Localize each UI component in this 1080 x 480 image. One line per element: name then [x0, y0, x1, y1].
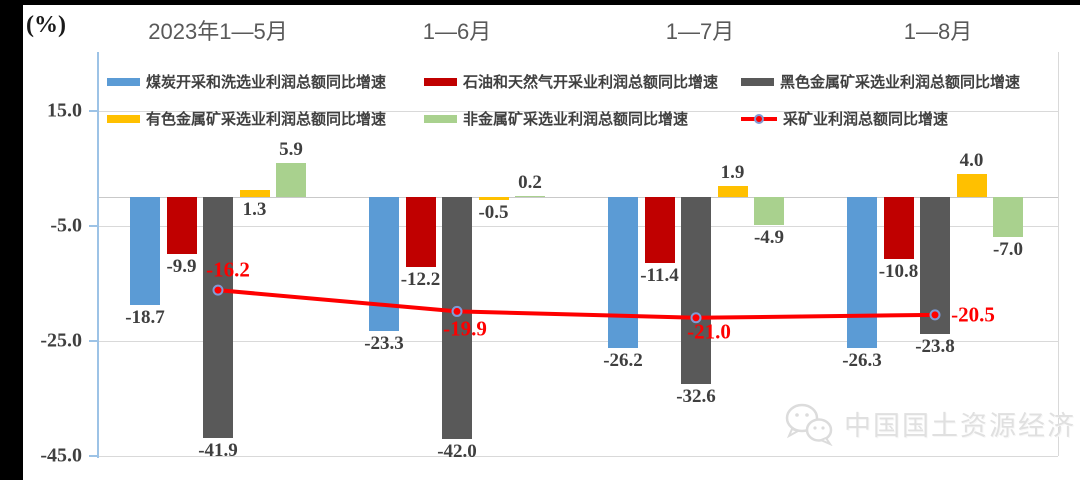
y-tick-minus25: [89, 340, 98, 342]
bar-value-series2-group0: -41.9: [198, 439, 238, 461]
bar-series3-group1: [478, 197, 509, 200]
bar-value-series4-group2: -4.9: [753, 227, 785, 249]
bar-value-series1-group3: -10.8: [878, 261, 919, 283]
bar-series4-group3: [993, 197, 1023, 238]
line-value-group2: -21.0: [687, 319, 731, 344]
category-label-3: 1—7月: [665, 19, 735, 44]
bar-value-series4-group0: 5.9: [279, 139, 303, 161]
legend-item-ferrous: 黑色金属矿采选业利润总额同比增速: [741, 71, 1020, 92]
bar-series3-group3: [956, 174, 987, 197]
bar-value-series0-group3: -26.3: [842, 350, 882, 372]
bar-series2-group2: [681, 197, 711, 385]
bar-value-series2-group2: -32.6: [676, 386, 716, 408]
y-axis-label-minus5: -5.0: [50, 214, 82, 237]
y-axis-label-15: 15.0: [47, 99, 82, 122]
category-label-2: 1—6月: [422, 19, 492, 44]
bar-series1-group3: [883, 197, 914, 260]
legend-label-nonferrous: 有色金属矿采选业利润总额同比增速: [146, 111, 387, 128]
bar-series2-group0: [203, 197, 233, 438]
legend-item-oil-gas: 石油和天然气开采业利润总额同比增速: [424, 71, 718, 92]
bar-series1-group0: [166, 197, 197, 254]
bar-series0-group3: [847, 197, 877, 349]
category-label-4: 1—8月: [903, 19, 973, 44]
y-axis-unit-label: (%): [26, 12, 66, 38]
line-value-group1: -19.9: [443, 316, 487, 341]
watermark-text: 中国国土资源经济: [844, 410, 1076, 441]
gridline-minus25: [97, 341, 1058, 342]
bar-series1-group2: [644, 197, 675, 263]
legend-swatch-coal: [107, 77, 140, 86]
gridline-15: [97, 111, 1058, 112]
bar-series4-group0: [276, 163, 306, 197]
legend-swatch-oil-gas: [424, 77, 457, 86]
bar-series0-group2: [608, 197, 638, 348]
bar-value-series3-group0: 1.3: [242, 199, 267, 220]
top-black-border: [0, 0, 1080, 5]
gridline-minus5: [97, 226, 1058, 227]
gridline-minus45: [97, 456, 1058, 457]
bar-value-series1-group0: -9.9: [166, 255, 197, 277]
plot-right-border: [1058, 52, 1059, 456]
legend-label-coal: 煤炭开采和洗选业利润总额同比增速: [146, 74, 387, 91]
bar-value-series0-group1: -23.3: [364, 332, 404, 354]
legend-item-nonmetal: 非金属矿采选业利润总额同比增速: [424, 108, 688, 129]
bar-value-series4-group3: -7.0: [992, 239, 1024, 261]
bar-value-series3-group2: 1.9: [720, 162, 745, 184]
y-tick-15: [89, 110, 98, 112]
legend-swatch-nonferrous: [107, 114, 140, 123]
legend-item-nonferrous: 有色金属矿采选业利润总额同比增速: [107, 108, 386, 129]
legend-item-mining-total: 采矿业利润总额同比增速: [741, 108, 948, 129]
y-tick-minus5: [89, 225, 98, 227]
watermark: 中国国土资源经济: [782, 400, 1076, 446]
legend-line-marker-icon: [741, 113, 777, 125]
legend-label-ferrous: 黑色金属矿采选业利润总额同比增速: [780, 74, 1021, 91]
bar-value-series1-group2: -11.4: [640, 264, 679, 286]
bar-value-series4-group1: 0.2: [518, 171, 542, 193]
bar-series1-group1: [405, 197, 436, 268]
bar-series0-group0: [130, 197, 160, 305]
legend-label-mining-total: 采矿业利润总额同比增速: [783, 111, 949, 128]
y-axis-line: [97, 52, 99, 458]
y-axis-label-minus25: -25.0: [40, 329, 82, 352]
bar-series2-group3: [920, 197, 950, 334]
legend-label-nonmetal: 非金属矿采选业利润总额同比增速: [463, 111, 689, 128]
bar-series3-group2: [717, 186, 748, 197]
bar-series3-group0: [239, 189, 270, 197]
line-value-group3: -20.5: [951, 302, 995, 327]
wechat-icon: [785, 403, 833, 446]
legend-item-coal: 煤炭开采和洗选业利润总额同比增速: [107, 71, 386, 92]
legend-swatch-ferrous: [741, 77, 774, 86]
bar-series4-group1: [515, 195, 545, 197]
legend-swatch-nonmetal: [424, 114, 457, 123]
mining-trend-line: [217, 288, 936, 320]
bar-value-series0-group0: -18.7: [125, 306, 165, 328]
bar-series4-group2: [754, 197, 784, 226]
y-tick-minus45: [89, 455, 98, 457]
bar-value-series3-group3: 4.0: [959, 150, 984, 171]
bar-value-series0-group2: -26.2: [603, 349, 643, 371]
y-axis-label-minus45: -45.0: [40, 444, 82, 467]
category-label-1: 2023年1—5月: [148, 19, 288, 44]
bar-value-series3-group1: -0.5: [478, 201, 509, 223]
legend-label-oil-gas: 石油和天然气开采业利润总额同比增速: [463, 74, 719, 91]
bar-value-series1-group1: -12.2: [400, 269, 441, 291]
bar-value-series2-group3: -23.8: [915, 335, 955, 357]
legend-line-dot: [754, 113, 764, 124]
bar-value-series2-group1: -42.0: [437, 440, 477, 462]
left-black-border: [0, 0, 23, 480]
bar-series0-group1: [369, 197, 399, 331]
line-value-group0: -16.2: [206, 257, 250, 282]
gridline-zero: [97, 197, 1058, 198]
